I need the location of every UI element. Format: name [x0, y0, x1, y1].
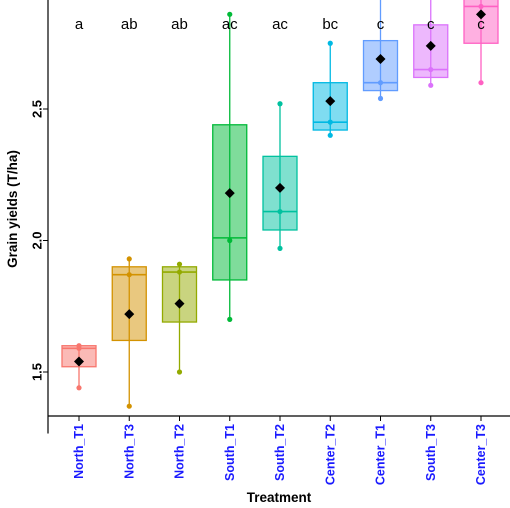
plot-area: [61, 0, 499, 409]
data-point: [76, 343, 82, 349]
data-point: [126, 272, 132, 278]
x-tick-label: South_T3: [424, 424, 438, 481]
box: [161, 266, 198, 323]
mean-marker: [375, 54, 386, 65]
data-point: [327, 132, 333, 138]
significance-letter: c: [427, 16, 435, 33]
x-axis: North_T1 North_T3 North_T2 South_T1 South_T2…: [48, 415, 510, 485]
y-tick-label: 1.5: [30, 363, 45, 381]
data-point: [176, 369, 183, 375]
mean-marker: [224, 188, 235, 199]
data-point: [176, 261, 183, 267]
x-tick-label: North_T2: [173, 424, 187, 479]
box-group: [61, 343, 97, 391]
data-point: [377, 80, 384, 86]
data-point: [227, 237, 233, 244]
box-group: [463, 0, 499, 86]
x-tick-label: North_T1: [72, 424, 86, 479]
significance-letter: bc: [322, 16, 338, 33]
data-point: [377, 95, 384, 102]
y-axis: 1.52.02.53.03.5: [30, 0, 49, 434]
data-point: [327, 40, 333, 46]
significance-letter: ab: [171, 16, 188, 33]
x-tick-label: Center_T1: [374, 424, 388, 485]
data-point: [76, 385, 82, 391]
x-axis-title: Treatment: [247, 490, 312, 505]
significance-letter: ac: [222, 16, 238, 33]
box: [212, 124, 248, 281]
data-point: [227, 316, 233, 322]
data-point: [277, 245, 283, 251]
data-point: [277, 101, 283, 107]
data-point: [176, 269, 183, 275]
mean-marker: [325, 96, 336, 107]
box-group: [362, 0, 399, 102]
data-point: [478, 80, 484, 86]
box-group: [111, 256, 147, 409]
mean-marker: [476, 9, 486, 20]
significance-letter: c: [377, 16, 385, 33]
box-group: [413, 0, 449, 88]
significance-letter: a: [75, 16, 84, 33]
significance-letter: c: [477, 16, 485, 33]
y-tick-label: 2.0: [30, 231, 45, 249]
significance-letter: ab: [121, 16, 138, 33]
data-point: [277, 208, 283, 215]
data-point: [126, 403, 132, 409]
x-tick-label: South_T1: [223, 424, 237, 481]
box-group: [312, 40, 348, 138]
y-tick-label: 2.5: [30, 100, 45, 118]
mean-marker: [425, 40, 436, 51]
data-point: [227, 11, 233, 17]
x-tick-label: South_T2: [273, 424, 287, 481]
mean-marker: [275, 182, 285, 193]
data-point: [478, 3, 484, 10]
y-axis-title: Grain yields (T/ha): [5, 150, 20, 268]
x-tick-label: North_T3: [122, 424, 136, 479]
mean-marker: [174, 298, 185, 309]
significance-letter: ac: [272, 16, 288, 33]
mean-marker: [74, 356, 84, 367]
box-group: [262, 101, 298, 251]
significance-letters: a ab ab ac ac bc c c c: [75, 16, 485, 33]
box: [262, 155, 298, 231]
data-point: [327, 119, 333, 125]
mean-marker: [124, 309, 135, 320]
box-group: [161, 261, 198, 375]
data-point: [428, 82, 434, 88]
box-group: [212, 11, 248, 322]
box: [111, 266, 147, 342]
data-point: [428, 66, 434, 73]
x-tick-label: Center_T3: [474, 424, 488, 485]
x-tick-label: Center_T2: [323, 424, 337, 485]
data-point: [126, 256, 132, 262]
